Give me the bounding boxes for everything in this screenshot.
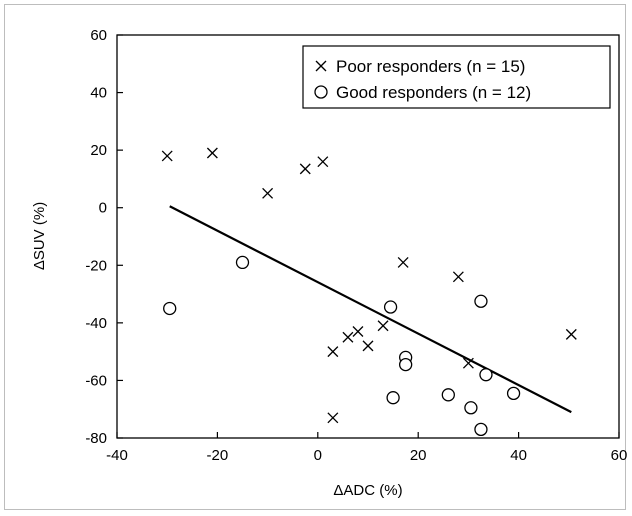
y-tick-label: -60 (85, 372, 107, 389)
x-tick-label: 0 (314, 447, 322, 464)
poor-responder-point (327, 412, 339, 424)
poor-responder-point (161, 150, 173, 162)
good-responder-point (474, 294, 488, 308)
x-tick-label: -20 (207, 447, 229, 464)
good-responder-point (479, 368, 493, 382)
poor-responder-point (317, 156, 329, 168)
x-tick-label: 40 (510, 447, 527, 464)
poor-responder-point (397, 256, 409, 268)
x-tick-label: 20 (410, 447, 427, 464)
legend-marker-good (314, 85, 328, 99)
x-tick-label: 60 (611, 447, 628, 464)
good-responder-point (398, 357, 413, 372)
y-tick-label: 60 (90, 27, 107, 44)
legend-label-poor: Poor responders (n = 15) (336, 57, 525, 76)
good-responder-point (441, 388, 455, 402)
poor-responder-point (452, 271, 464, 283)
legend-label-good: Good responders (n = 12) (336, 83, 531, 102)
poor-responder-point (327, 346, 339, 358)
points-layer (161, 147, 577, 437)
x-axis-title: ΔADC (%) (333, 482, 402, 499)
legend: Poor responders (n = 15) Good responders… (302, 45, 611, 109)
y-tick-label: -80 (85, 430, 107, 447)
y-axis-title: ΔSUV (%) (31, 202, 48, 270)
legend-marker-poor (315, 60, 327, 72)
y-tick-label: 40 (90, 85, 107, 102)
poor-responder-point (362, 340, 374, 352)
regression-line (169, 205, 572, 414)
good-responder-point (383, 300, 398, 314)
legend-box (302, 45, 611, 109)
poor-responder-point (206, 147, 218, 159)
poor-responder-point (377, 320, 389, 332)
x-tick-label: -40 (106, 447, 128, 464)
good-responder-point (386, 391, 400, 405)
good-responder-point (474, 422, 488, 437)
good-responder-point (464, 401, 478, 415)
poor-responder-point (352, 326, 364, 337)
y-tick-label: 0 (99, 200, 107, 217)
poor-responder-point (342, 331, 354, 343)
poor-responder-point (299, 163, 311, 175)
good-responder-point (506, 386, 521, 401)
chart-frame (4, 4, 626, 510)
good-responder-point (235, 255, 250, 270)
poor-responder-point (262, 187, 274, 199)
poor-responder-point (565, 328, 577, 340)
ticks-layer: -40 -20 0 20 40 60 60 40 20 0 -20 -40 -60 -80 (85, 27, 627, 464)
plot-area (116, 34, 620, 439)
y-tick-label: -40 (85, 315, 107, 332)
y-tick-label: 20 (90, 142, 107, 159)
poor-responder-point (462, 357, 474, 369)
regression-layer (169, 205, 572, 414)
y-tick-label: -20 (85, 257, 107, 274)
good-responder-point (163, 301, 177, 316)
